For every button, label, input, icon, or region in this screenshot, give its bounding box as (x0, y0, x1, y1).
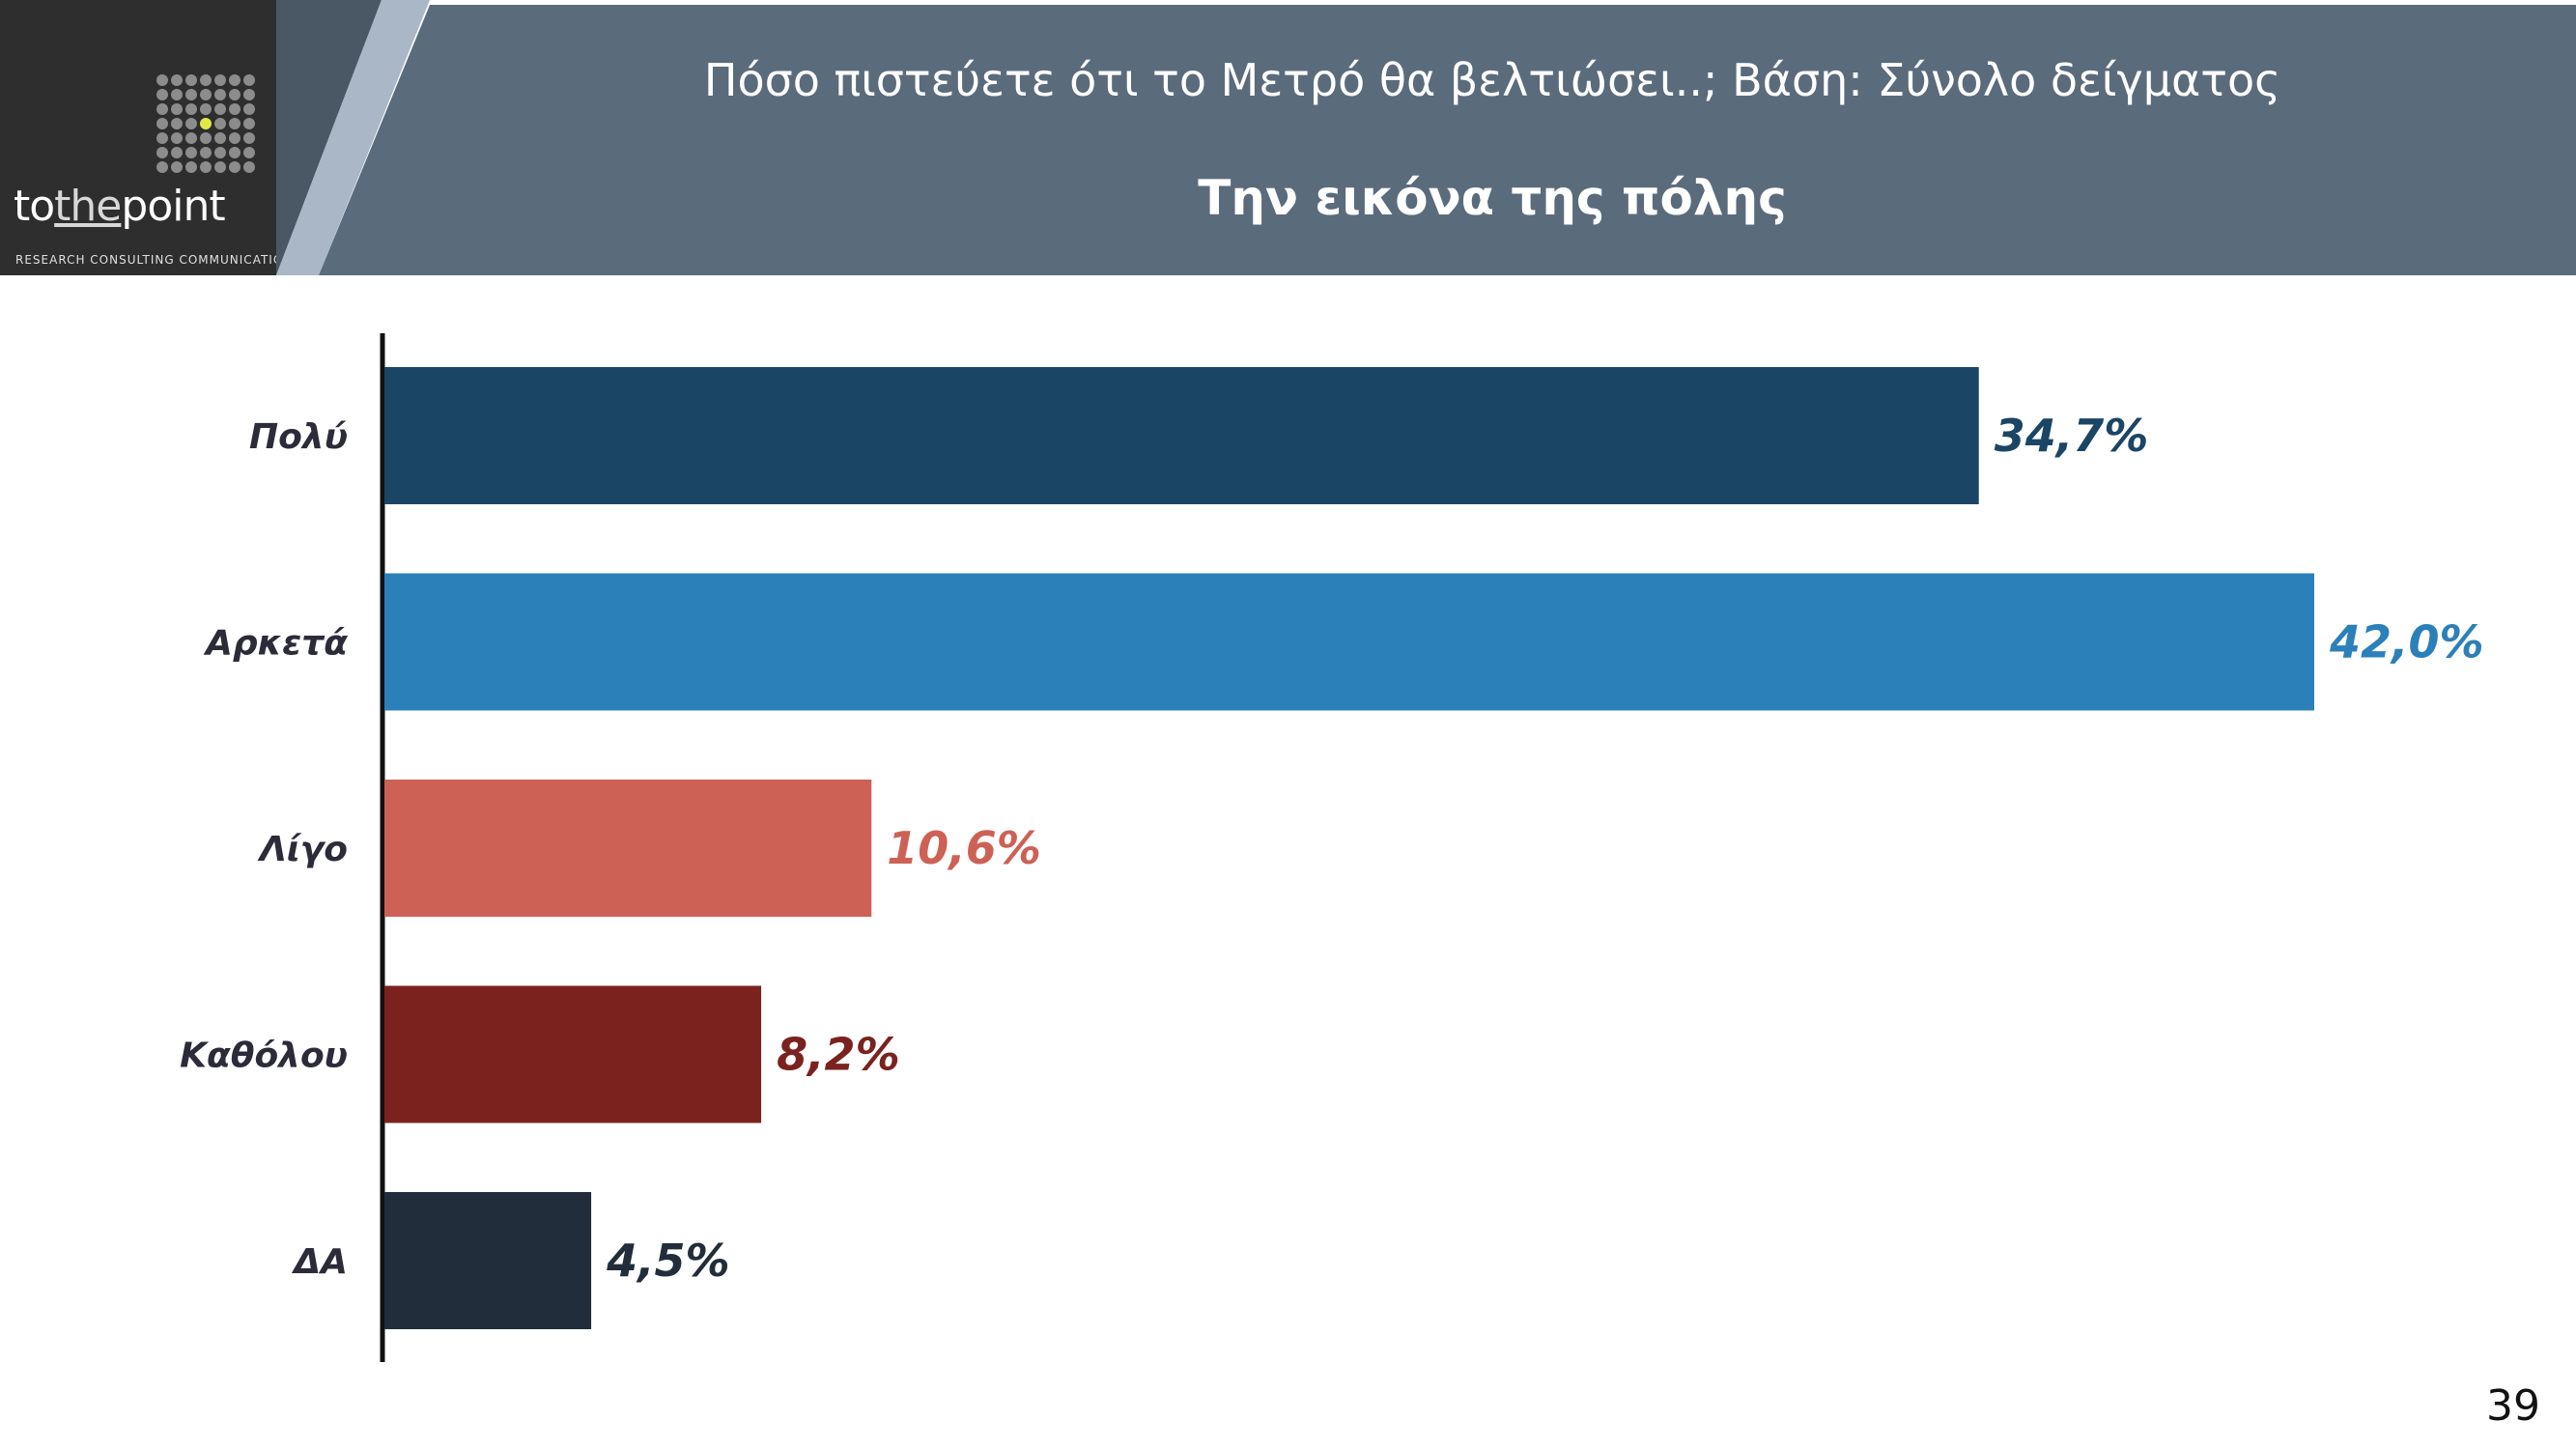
logo: tothepoint RESEARCH CONSULTING COMMUNICA… (0, 0, 292, 275)
header-main-band (319, 5, 2576, 275)
logo-dot-grid-icon (156, 74, 255, 173)
logo-text-point: point (121, 182, 225, 231)
value-label: 4,5% (606, 1235, 730, 1287)
page-subtitle: Την εικόνα της πόλης (1198, 170, 1787, 226)
category-label: Λίγο (257, 830, 348, 869)
bar-2 (384, 573, 2314, 711)
category-label: Αρκετά (203, 624, 348, 664)
logo-tagline: RESEARCH CONSULTING COMMUNICATION (15, 253, 294, 267)
page-number: 39 (2486, 1381, 2540, 1431)
value-label: 8,2% (777, 1029, 900, 1081)
logo-text-to: to (14, 182, 55, 231)
page-title: Πόσο πιστεύετε ότι το Μετρό θα βελτιώσει… (703, 54, 2281, 106)
value-label: 42,0% (2329, 616, 2484, 668)
bar-3 (384, 780, 872, 917)
value-label: 10,6% (887, 822, 1041, 874)
category-label: Καθόλου (180, 1037, 348, 1076)
header-stripe-light (276, 0, 430, 275)
bar-4 (384, 985, 762, 1123)
value-label: 34,7% (1995, 410, 2149, 462)
bar-1 (384, 367, 1979, 504)
logo-text-the: the (54, 182, 122, 231)
bar-5 (384, 1192, 592, 1329)
category-label: ΔΑ (291, 1242, 348, 1282)
header-band (276, 0, 2576, 275)
category-label: Πολύ (249, 417, 348, 457)
logo-wordmark: tothepoint (14, 182, 226, 231)
